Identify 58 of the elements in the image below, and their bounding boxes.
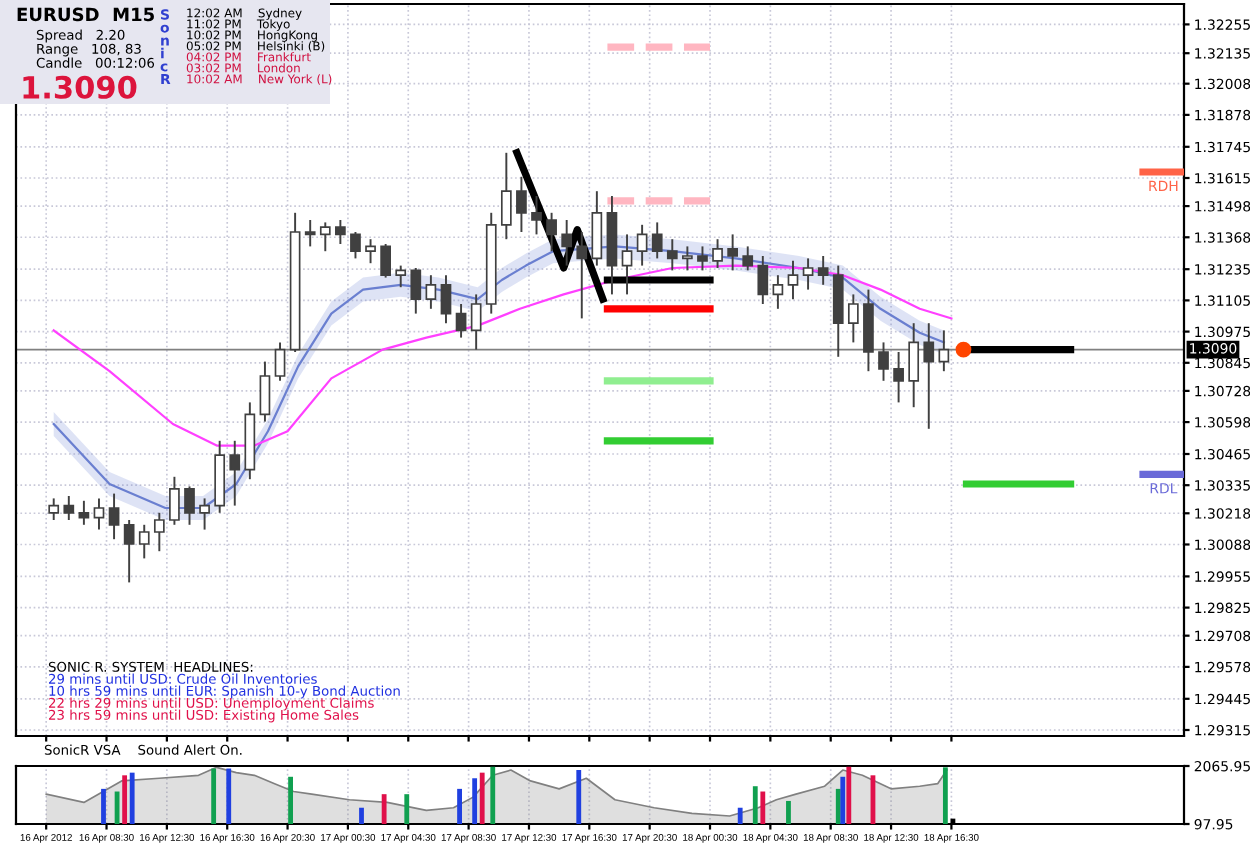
candlestick bbox=[410, 267, 422, 315]
candlestick bbox=[78, 499, 90, 526]
candlestick bbox=[395, 264, 407, 289]
candlestick bbox=[108, 492, 120, 541]
candlestick bbox=[682, 245, 693, 272]
candlestick bbox=[863, 288, 874, 373]
candlestick bbox=[576, 231, 588, 320]
candlestick bbox=[893, 351, 904, 404]
candlestick bbox=[425, 274, 437, 310]
candlestick bbox=[93, 497, 105, 531]
candlestick bbox=[350, 231, 361, 260]
candlestick bbox=[757, 255, 769, 305]
candlestick bbox=[169, 475, 180, 526]
candlestick bbox=[712, 238, 723, 269]
candlestick bbox=[63, 495, 75, 521]
candlestick bbox=[184, 485, 195, 526]
candlestick bbox=[470, 293, 482, 351]
candlestick bbox=[651, 221, 663, 260]
candlestick bbox=[274, 341, 286, 382]
candlestick bbox=[259, 360, 271, 423]
candlestick bbox=[772, 274, 784, 310]
candlestick bbox=[787, 259, 799, 301]
candlestick bbox=[832, 264, 844, 358]
annotation: EURUSD M15 bbox=[17, 7, 154, 22]
candlestick bbox=[636, 223, 648, 267]
candlestick bbox=[153, 511, 165, 553]
candlestick bbox=[531, 195, 542, 236]
candlestick bbox=[335, 219, 346, 245]
candlestick bbox=[123, 519, 135, 584]
candlestick bbox=[938, 329, 950, 373]
line-series bbox=[52, 264, 953, 447]
candlestick bbox=[380, 243, 391, 279]
candlestick bbox=[500, 151, 512, 241]
candlestick bbox=[591, 190, 603, 267]
candlestick bbox=[727, 233, 739, 272]
candlestick bbox=[621, 233, 633, 296]
candlestick bbox=[742, 245, 754, 272]
candlestick bbox=[847, 293, 859, 344]
candlestick bbox=[923, 322, 935, 430]
candlestick bbox=[138, 523, 150, 560]
candlestick bbox=[697, 245, 708, 272]
candlestick bbox=[546, 211, 557, 253]
candlestick bbox=[908, 322, 920, 409]
candlestick bbox=[199, 497, 210, 531]
candlestick bbox=[817, 255, 829, 286]
candlestick bbox=[229, 439, 241, 507]
candlestick bbox=[516, 175, 527, 233]
candlestick bbox=[304, 219, 316, 248]
candlestick bbox=[666, 238, 678, 272]
candlestick bbox=[878, 341, 889, 382]
annotation: 1.3090 bbox=[23, 75, 137, 99]
candlestick bbox=[561, 219, 573, 267]
candlestick bbox=[365, 238, 376, 265]
candlestick bbox=[319, 221, 331, 253]
candlestick bbox=[48, 497, 60, 521]
candlestick bbox=[455, 303, 467, 339]
candlestick bbox=[802, 257, 814, 291]
candlestick bbox=[440, 274, 452, 325]
